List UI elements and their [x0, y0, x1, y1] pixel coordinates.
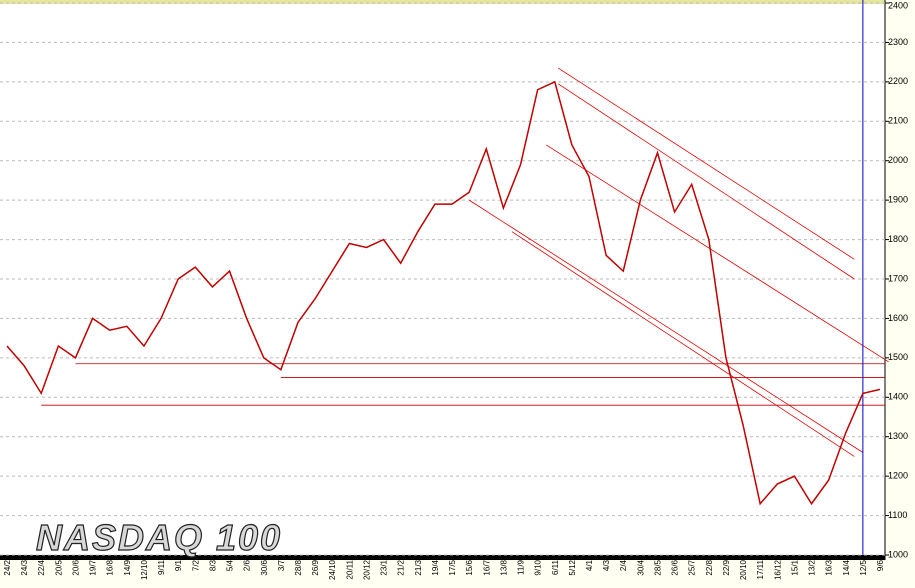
- y-tick-label: 1500: [888, 352, 908, 362]
- y-tick-label: 1400: [888, 392, 908, 402]
- x-tick-label: 20/5: [54, 559, 63, 575]
- plot-area: [0, 4, 885, 555]
- x-tick-label: 14/4: [842, 559, 851, 575]
- x-tick-label: 25/7: [688, 559, 697, 575]
- x-tick-label: 15/6: [465, 559, 474, 575]
- layer: 1000 1100 1200 1300 1400 1500 1600 1700 1800 1900…: [0, 0, 908, 580]
- y-tick-label: 1000: [888, 549, 908, 559]
- x-tick-label: 26/9: [311, 559, 320, 575]
- y-tick-label: 1700: [888, 273, 908, 283]
- x-tick-label: 20/11: [345, 559, 354, 579]
- x-tick-label: 24/10: [328, 559, 337, 580]
- x-tick-label: 5/12: [568, 559, 577, 575]
- x-tick-label: 9/6: [876, 559, 885, 571]
- x-tick-label: 3/7: [277, 559, 286, 571]
- y-tick-label: 1200: [888, 471, 908, 481]
- price-line: [6, 80, 881, 506]
- trend-line: [557, 67, 855, 260]
- x-tick-label: 20/10: [739, 559, 748, 580]
- chart-title: NASDAQ 100: [36, 517, 282, 558]
- x-tick-label: 28/8: [294, 559, 303, 575]
- x-axis-bar: [0, 555, 885, 560]
- x-tick-label: 16/3: [825, 559, 834, 575]
- x-tick-label: 9/10: [534, 559, 543, 575]
- x-tick-label: 4/1: [585, 559, 594, 571]
- x-tick-label: 6/11: [551, 559, 560, 575]
- trend-line: [511, 231, 855, 457]
- x-tick-label: 30/6: [260, 559, 269, 575]
- x-tick-label: 20/12: [362, 559, 371, 580]
- x-tick-label: 21/3: [414, 559, 423, 575]
- y-tick-label: 1600: [888, 313, 908, 323]
- x-tick-label: 16/7: [482, 559, 491, 575]
- y-tick-label: 1100: [888, 510, 907, 520]
- x-tick-label: 20/6: [71, 559, 80, 575]
- x-tick-label: 19/4: [431, 559, 440, 575]
- x-tick-label: 22/9: [722, 559, 731, 575]
- x-tick-label: 23/1: [380, 559, 389, 575]
- x-tick-label: 21/2: [397, 559, 406, 575]
- x-tick-label: 14/9: [123, 559, 132, 575]
- x-tick-label: 13/2: [808, 559, 817, 575]
- x-tick-label: 28/5: [653, 559, 662, 575]
- y-tick-label: 2100: [888, 116, 908, 126]
- x-tick-label: 13/8: [499, 559, 508, 575]
- trend-line: [468, 199, 864, 453]
- x-tick-label: 30/4: [636, 559, 645, 575]
- x-tick-label: 26/6: [671, 559, 680, 575]
- x-tick-label: 22/4: [37, 559, 46, 575]
- y-tick-label: 2200: [888, 76, 908, 86]
- trend-line: [545, 144, 889, 363]
- x-tick-label: 19/7: [89, 559, 98, 575]
- x-tick-label: 24/3: [20, 559, 29, 575]
- x-tick-label: 11/9: [517, 559, 526, 575]
- x-tick-label: 22/8: [705, 559, 714, 575]
- trend-line: [557, 83, 855, 280]
- x-tick-label: 16/12: [773, 559, 782, 580]
- y-tick-label: 2400: [888, 0, 908, 10]
- x-tick-label: 12/5: [859, 559, 868, 575]
- x-tick-label: 24/2: [3, 559, 12, 575]
- x-tick-label: 2/4: [619, 559, 628, 571]
- x-tick-label: 9/11: [157, 559, 166, 575]
- x-tick-label: 16/8: [106, 559, 115, 575]
- y-tick-label: 2300: [888, 37, 908, 47]
- x-tick-label: 4/3: [602, 559, 611, 571]
- x-tick-label: 7/2: [191, 559, 200, 571]
- x-tick-label: 12/10: [140, 559, 149, 580]
- x-tick-label: 2/6: [243, 559, 252, 571]
- x-tick-label: 17/5: [448, 559, 457, 575]
- y-tick-label: 1800: [888, 234, 908, 244]
- x-tick-label: 9/1: [174, 559, 183, 571]
- top-border: [0, 0, 885, 4]
- y-tick-label: 2000: [888, 155, 908, 165]
- y-tick-label: 1300: [888, 431, 908, 441]
- x-tick-label: 8/3: [208, 559, 217, 571]
- x-tick-label: 5/4: [226, 559, 235, 571]
- y-tick-label: 1900: [888, 195, 908, 205]
- x-tick-label: 17/11: [756, 559, 765, 579]
- x-tick-label: 15/1: [790, 559, 799, 575]
